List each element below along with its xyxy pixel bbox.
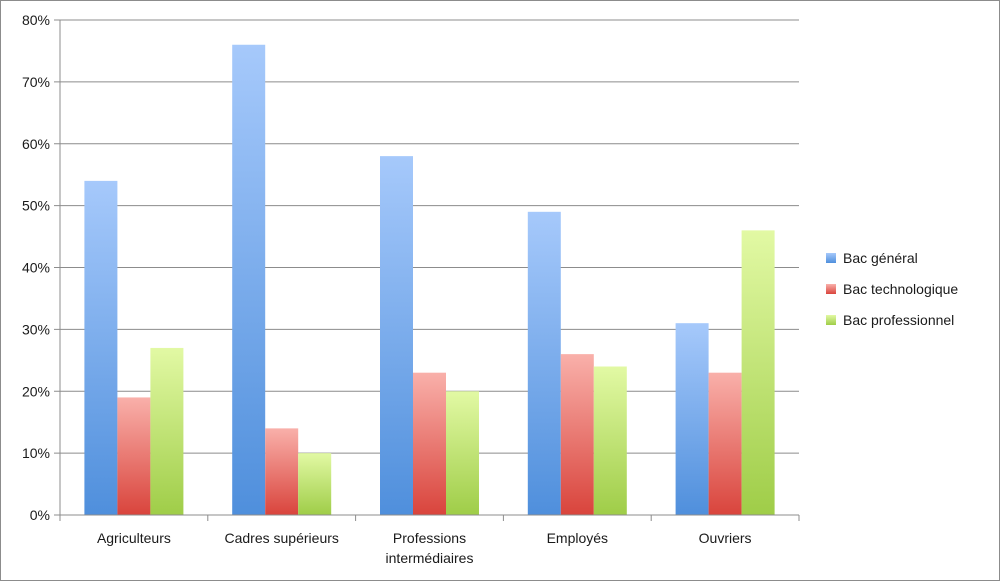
legend-swatch bbox=[826, 253, 836, 263]
legend-label: Bac professionnel bbox=[843, 312, 954, 328]
y-tick-label: 40% bbox=[22, 260, 50, 276]
legend: Bac général Bac technologique Bac professi… bbox=[826, 250, 958, 328]
legend-label: Bac technologique bbox=[843, 281, 958, 297]
bar-bac-général-1 bbox=[232, 44, 266, 515]
y-tick-label: 80% bbox=[22, 12, 50, 28]
y-tick-label: 10% bbox=[22, 445, 50, 461]
bars bbox=[84, 44, 775, 515]
bar-bac-général-2 bbox=[380, 156, 413, 515]
x-category-label: Agriculteurs bbox=[97, 530, 171, 546]
y-tick-label: 20% bbox=[22, 383, 50, 399]
bar-bac-technologique-3 bbox=[560, 354, 594, 515]
bar-bac-général-4 bbox=[675, 323, 709, 515]
x-category-label: Ouvriers bbox=[699, 530, 752, 546]
x-category-label: Professions bbox=[393, 530, 466, 546]
x-category-label: Employés bbox=[547, 530, 608, 546]
y-tick-label: 60% bbox=[22, 136, 50, 152]
legend-swatch bbox=[826, 315, 836, 325]
y-tick-label: 0% bbox=[30, 507, 50, 523]
bar-bac-général-0 bbox=[84, 180, 118, 515]
bar-bac-technologique-4 bbox=[708, 372, 742, 515]
bar-bac-technologique-1 bbox=[265, 428, 299, 515]
x-category-label: intermédiaires bbox=[386, 550, 474, 566]
bar-bac-professionnel-1 bbox=[298, 453, 332, 515]
bar-bac-professionnel-3 bbox=[593, 366, 627, 515]
legend-swatch bbox=[826, 284, 836, 294]
y-tick-label: 30% bbox=[22, 321, 50, 337]
legend-label: Bac général bbox=[843, 250, 918, 266]
axes bbox=[59, 20, 800, 521]
x-axis-labels: Agriculteurs Cadres supérieurs Professions… bbox=[97, 530, 752, 566]
bar-bac-professionnel-4 bbox=[741, 230, 775, 515]
x-category-label: Cadres supérieurs bbox=[225, 530, 339, 546]
bar-bac-technologique-0 bbox=[117, 397, 151, 515]
y-tick-label: 70% bbox=[22, 74, 50, 90]
bar-bac-technologique-2 bbox=[413, 372, 446, 515]
y-axis-ticks: 0% 10% 20% 30% 40% 50% 60% 70% 80% bbox=[22, 12, 60, 523]
bar-bac-professionnel-0 bbox=[150, 347, 184, 515]
bar-bac-professionnel-2 bbox=[446, 391, 479, 515]
bar-bac-général-3 bbox=[527, 211, 561, 515]
y-tick-label: 50% bbox=[22, 198, 50, 214]
